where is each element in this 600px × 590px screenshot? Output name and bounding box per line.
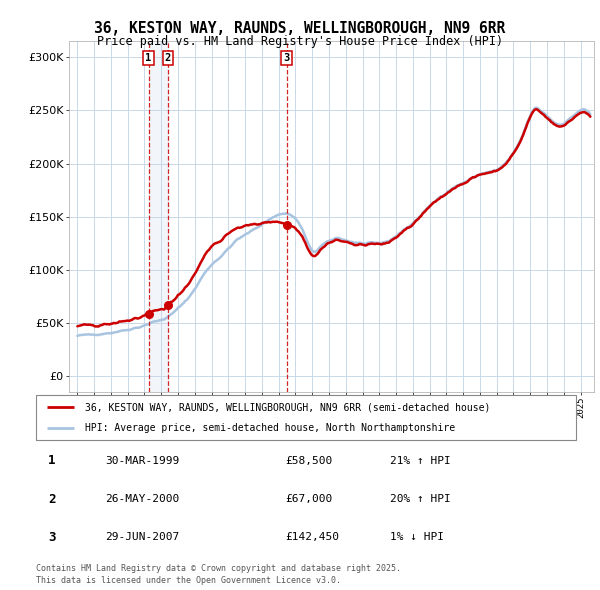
Text: 29-JUN-2007: 29-JUN-2007	[105, 533, 179, 542]
Text: Price paid vs. HM Land Registry's House Price Index (HPI): Price paid vs. HM Land Registry's House …	[97, 35, 503, 48]
Text: £142,450: £142,450	[285, 533, 339, 542]
Text: 3: 3	[48, 531, 55, 544]
Text: HPI: Average price, semi-detached house, North Northamptonshire: HPI: Average price, semi-detached house,…	[85, 423, 455, 433]
Text: 3: 3	[284, 53, 290, 63]
Text: 30-MAR-1999: 30-MAR-1999	[105, 456, 179, 466]
Text: 26-MAY-2000: 26-MAY-2000	[105, 494, 179, 504]
Text: 1: 1	[145, 53, 152, 63]
Text: 1% ↓ HPI: 1% ↓ HPI	[390, 533, 444, 542]
Text: Contains HM Land Registry data © Crown copyright and database right 2025.: Contains HM Land Registry data © Crown c…	[36, 565, 401, 573]
Text: £67,000: £67,000	[285, 494, 332, 504]
Text: 21% ↑ HPI: 21% ↑ HPI	[390, 456, 451, 466]
Text: 36, KESTON WAY, RAUNDS, WELLINGBOROUGH, NN9 6RR: 36, KESTON WAY, RAUNDS, WELLINGBOROUGH, …	[94, 21, 506, 35]
Text: £58,500: £58,500	[285, 456, 332, 466]
Text: 36, KESTON WAY, RAUNDS, WELLINGBOROUGH, NN9 6RR (semi-detached house): 36, KESTON WAY, RAUNDS, WELLINGBOROUGH, …	[85, 402, 490, 412]
Bar	[149, 41, 168, 392]
Text: This data is licensed under the Open Government Licence v3.0.: This data is licensed under the Open Gov…	[36, 576, 341, 585]
Text: 2: 2	[48, 493, 55, 506]
FancyBboxPatch shape	[36, 395, 576, 440]
Text: 2: 2	[165, 53, 171, 63]
Text: 20% ↑ HPI: 20% ↑ HPI	[390, 494, 451, 504]
Text: 1: 1	[48, 454, 55, 467]
